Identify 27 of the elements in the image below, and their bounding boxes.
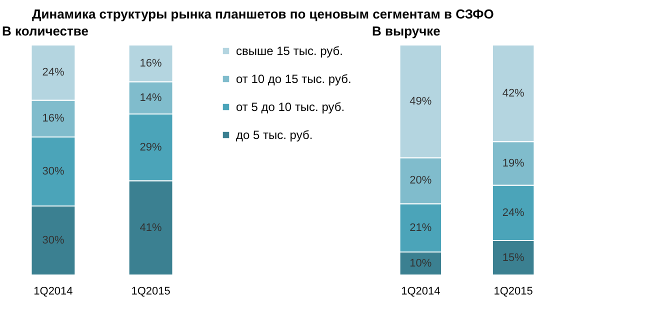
data-label: 30% (42, 234, 64, 246)
data-label: 41% (140, 222, 162, 234)
data-label: 20% (410, 174, 432, 187)
x-tick-label: 1Q2014 (34, 286, 73, 298)
data-label: 30% (42, 166, 64, 178)
legend-label: до 5 тыс. руб. (236, 128, 313, 142)
data-label: 19% (502, 157, 525, 170)
text: Динамика структуры рынка планшетов по ценовым сегментам в СЗФО (32, 6, 494, 22)
data-label: 24% (502, 206, 525, 219)
chart-subtitle: В выручке (372, 24, 440, 38)
data-label: 21% (410, 222, 432, 234)
data-label: 29% (140, 141, 162, 154)
legend-label: от 10 до 15 тыс. руб. (236, 72, 352, 86)
chart-subtitle: В количестве (2, 24, 88, 38)
legend-label: свыше 15 тыс. руб. (236, 44, 343, 58)
x-tick-label: 1Q2015 (131, 286, 170, 298)
data-label: 16% (140, 57, 162, 70)
legend-label: от 5 до 10 тыс. руб. (236, 100, 345, 114)
data-label: 49% (410, 95, 432, 108)
data-label: 42% (502, 87, 525, 100)
x-tick-label: 1Q2014 (401, 286, 440, 298)
data-label: 24% (42, 66, 64, 79)
x-tick-label: 1Q2015 (494, 286, 533, 298)
data-label: 10% (410, 258, 432, 270)
data-label: 16% (42, 112, 64, 125)
data-label: 15% (502, 252, 525, 264)
data-label: 14% (140, 92, 162, 104)
